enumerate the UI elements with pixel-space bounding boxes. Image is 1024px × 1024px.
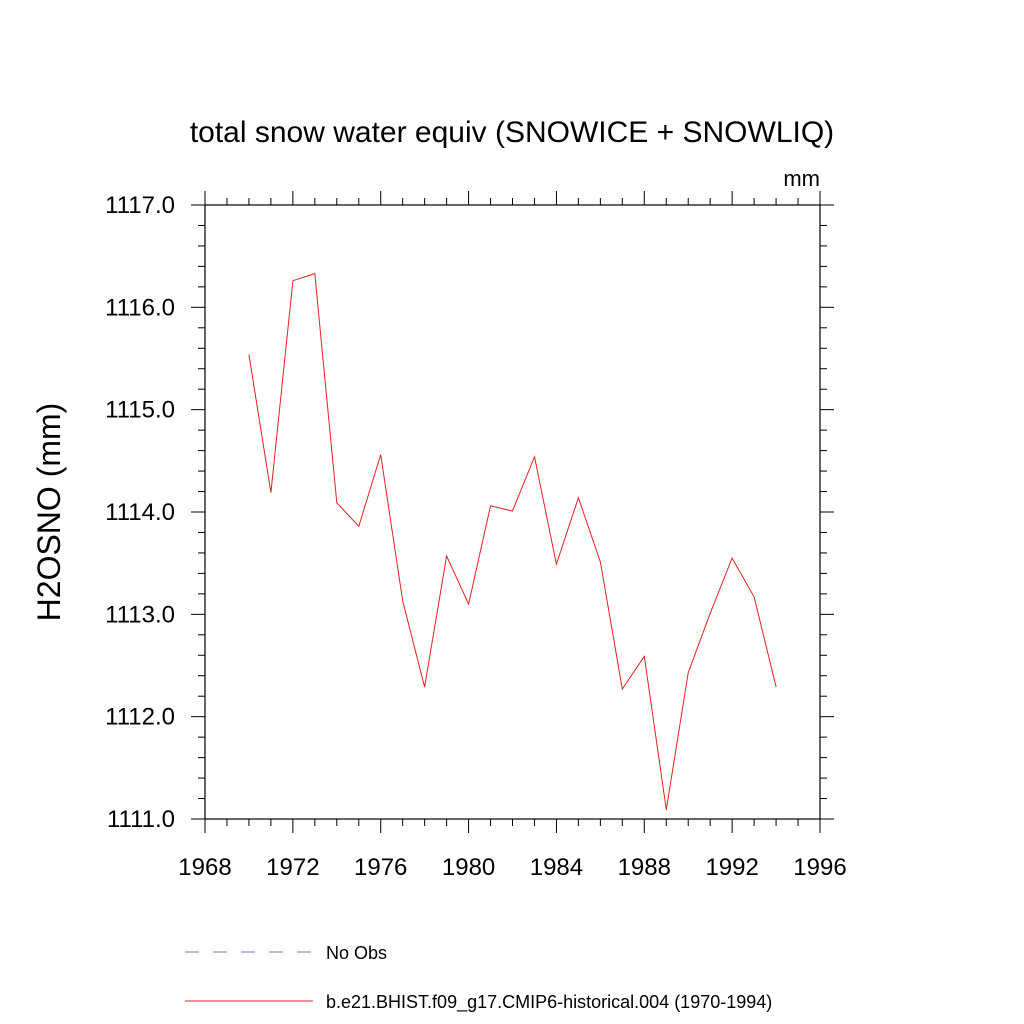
data-point: [446, 555, 447, 556]
x-tick-label: 1968: [178, 854, 231, 881]
data-point: [424, 686, 425, 687]
data-point: [380, 454, 381, 455]
data-point: [710, 613, 711, 614]
x-tick-label: 1988: [618, 854, 671, 881]
legend-label-1: b.e21.BHIST.f09_g17.CMIP6-historical.004…: [326, 992, 772, 1013]
series-line-1: [248, 272, 777, 810]
data-point: [468, 604, 469, 605]
data-point: [336, 502, 337, 503]
data-point: [622, 688, 623, 689]
plot-frame: [204, 204, 821, 820]
data-point: [402, 600, 403, 601]
data-point: [534, 456, 535, 457]
x-tick-label: 1984: [530, 854, 583, 881]
y-axis-label: H2OSNO (mm): [31, 403, 67, 622]
x-tick-label: 1996: [793, 854, 846, 881]
x-tick-label: 1976: [354, 854, 407, 881]
data-point: [644, 656, 645, 657]
legend-label-0: No Obs: [326, 943, 387, 963]
minor-ticks: [198, 198, 827, 826]
chart-title: total snow water equiv (SNOWICE + SNOWLI…: [190, 116, 834, 149]
y-tick-label: 1115.0: [105, 397, 175, 424]
data-point: [754, 596, 755, 597]
data-point: [292, 280, 293, 281]
y-tick-label: 1113.0: [105, 601, 175, 628]
data-point: [314, 273, 315, 274]
y-tick-label: 1116.0: [105, 294, 175, 321]
y-tick-label: 1111.0: [107, 806, 175, 833]
y-tick-labels: 1111.0 1112.0 1113.0 1114.0 1115.0 1116.0 1117…: [105, 192, 175, 833]
units-label: mm: [783, 166, 820, 191]
data-point: [578, 497, 579, 498]
y-tick-label: 1117.0: [105, 192, 175, 219]
y-tick-label: 1114.0: [105, 499, 175, 526]
data-point: [688, 672, 689, 673]
x-tick-labels: 1968 1972 1976 1980 1984 1988 1992 1996: [178, 854, 846, 881]
x-tick-label: 1980: [442, 854, 495, 881]
data-point: [248, 354, 249, 355]
data-point: [732, 557, 733, 558]
data-point: [512, 510, 513, 511]
data-point: [358, 526, 359, 527]
x-tick-label: 1992: [705, 854, 758, 881]
series-layer: [248, 272, 777, 810]
x-tick-label: 1972: [266, 854, 319, 881]
data-point: [600, 562, 601, 563]
data-point: [270, 492, 271, 493]
data-point: [556, 564, 557, 565]
data-point: [666, 809, 667, 810]
major-ticks: [191, 191, 834, 833]
legend: No Obs b.e21.BHIST.f09_g17.CMIP6-historic…: [185, 943, 772, 1013]
data-point: [775, 686, 776, 687]
y-tick-label: 1112.0: [105, 704, 175, 731]
data-point: [490, 505, 491, 506]
